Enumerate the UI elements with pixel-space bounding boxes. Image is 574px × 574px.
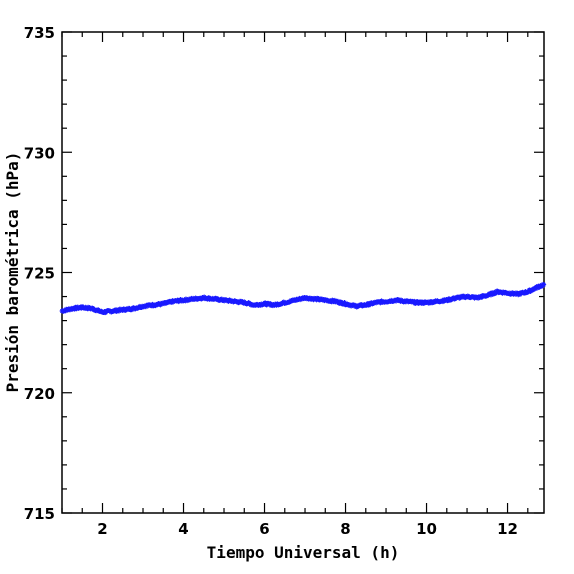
x-tick-label: 2 <box>97 520 107 538</box>
data-point <box>541 282 547 288</box>
data-point <box>411 298 417 304</box>
x-tick-label: 12 <box>497 520 518 538</box>
data-point <box>264 302 270 308</box>
y-tick-label: 715 <box>24 505 55 523</box>
y-tick-label: 730 <box>24 144 55 162</box>
data-point <box>478 295 484 301</box>
y-axis-tick-labels: 715 720 725 730 735 <box>24 24 55 523</box>
x-axis-ticks <box>61 32 529 513</box>
y-tick-label: 735 <box>24 24 55 42</box>
plot-frame <box>61 31 545 514</box>
x-axis-label: Tiempo Universal (h) <box>207 543 400 562</box>
x-tick-label: 10 <box>416 520 437 538</box>
data-point <box>534 285 540 291</box>
y-axis-ticks <box>62 31 544 514</box>
x-tick-label: 8 <box>340 520 350 538</box>
x-axis-tick-labels: 2 4 6 8 10 12 <box>97 520 518 538</box>
data-point <box>488 292 494 298</box>
data-point <box>342 300 347 305</box>
data-points <box>59 281 547 316</box>
x-tick-label: 4 <box>178 520 188 538</box>
y-tick-label: 720 <box>24 385 55 403</box>
y-axis-label: Presión barométrica (hPa) <box>3 152 22 393</box>
x-tick-label: 6 <box>259 520 269 538</box>
y-tick-label: 725 <box>24 265 55 283</box>
